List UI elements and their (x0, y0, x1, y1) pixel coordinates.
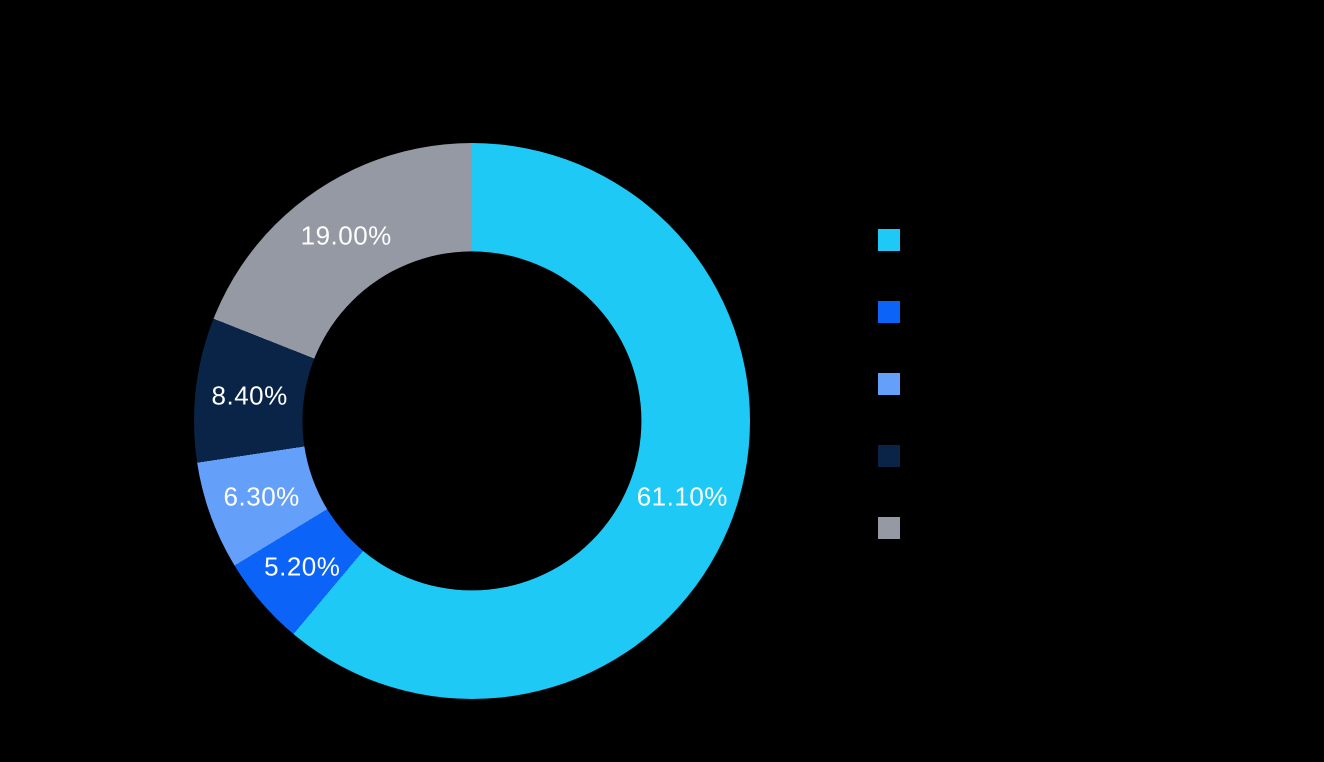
legend-item (878, 229, 900, 251)
slice-label: 61.10% (636, 481, 728, 512)
slice-label: 19.00% (300, 220, 392, 251)
legend-swatch (878, 517, 900, 539)
legend-item (878, 301, 900, 323)
legend-swatch (878, 229, 900, 251)
slice-label: 8.40% (211, 380, 288, 411)
legend-item (878, 373, 900, 395)
legend (878, 229, 900, 539)
legend-item (878, 517, 900, 539)
slice-label: 6.30% (223, 481, 300, 512)
legend-swatch (878, 445, 900, 467)
donut-hole (302, 251, 642, 591)
slice-label: 5.20% (264, 551, 341, 582)
legend-swatch (878, 301, 900, 323)
donut-chart: 61.10% 5.20% 6.30% 8.40% 19.00% (194, 143, 750, 699)
legend-item (878, 445, 900, 467)
legend-swatch (878, 373, 900, 395)
